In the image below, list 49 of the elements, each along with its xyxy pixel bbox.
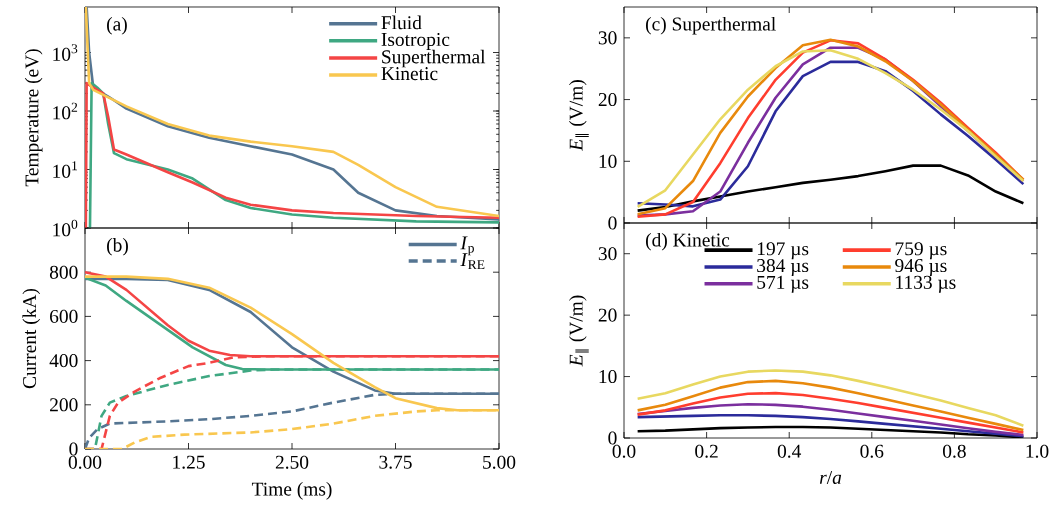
y-tick-label: 10$^{2}$ [53,102,78,120]
y-axis-title: Current (kA) [22,288,41,389]
y-tick-label: 800 [49,265,78,279]
x-tick-label: 2.50 [275,455,309,469]
x-axis-title: Time (ms) [251,482,332,500]
y-tick-label: 600 [50,309,78,323]
legend-label: Isotropic [381,32,450,50]
y-axis-title: Temperature (eV) [24,49,43,187]
y-tick-label: 10$^{1}$ [53,161,78,178]
x-tick-label: 0.4 [777,444,802,458]
x-tick-label: 0.6 [860,444,884,458]
x-tick-label: 1.25 [173,455,205,469]
legend-label: 759 µs [895,242,947,260]
x-axis-title: r/a [819,471,842,485]
y-tick-label: 30 [598,247,617,261]
annotation: (c) Superthermal [646,16,776,35]
y-tick-label: 10 [599,154,617,168]
y-tick-label: 10$^{3}$ [53,44,78,61]
x-tick-label: 0.00 [68,455,102,469]
y-axis-title: E$_{∥}$ (V/m) [569,80,589,151]
legend-label: Kinetic [381,67,438,81]
y-tick-label: 20 [598,308,617,322]
line-series [636,164,1025,212]
y-tick-label: 0 [608,431,617,445]
y-tick-label: 20 [598,93,617,107]
y-tick-label: 10 [599,370,617,384]
y-tick-label: 30 [598,31,617,45]
annotation: (b) [107,238,128,256]
x-tick-label: 1.0 [1026,444,1049,458]
y-tick-label: 200 [50,398,78,412]
annotation: (a) [107,16,127,35]
legend-label: Superthermal [382,49,486,68]
x-tick-label: 0.0 [612,444,636,458]
y-tick-label: 10$^{0}$ [53,219,78,237]
legend-label: 197 µs [757,242,809,260]
y-tick-label: 400 [49,354,78,368]
annotation: (d) Kinetic [646,232,730,251]
x-tick-label: 0.8 [943,444,966,458]
y-axis-title: E$_{∥}$ (V/m) [569,295,589,367]
x-tick-label: 5.00 [483,455,516,469]
x-tick-label: 0.2 [695,444,718,458]
y-tick-label: 0 [608,216,617,230]
legend-label: 571 µs [757,275,809,293]
legend-label: 384 µs [757,259,809,277]
legend-label: 1133 µs [896,275,956,293]
y-tick-label: 0 [69,442,78,456]
line-series [636,379,1025,432]
legend-label: Fluid [381,15,422,30]
x-tick-label: 3.75 [379,455,412,469]
